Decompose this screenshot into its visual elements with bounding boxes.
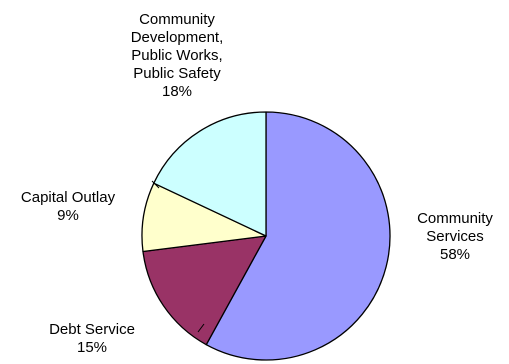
slice-label-community-development-public-works-public-safety: Community Development, Public Works, Public…	[131, 11, 224, 100]
slice-percent-label: 15%	[77, 339, 107, 356]
slice-label-capital-outlay: Capital Outlay 9%	[21, 189, 116, 224]
pie-slice-community-development-public-works-public-safety	[153, 111, 267, 237]
slice-label-debt-service: Debt Service 15%	[49, 321, 135, 356]
pie-slices	[141, 111, 391, 361]
slice-percent-label: 18%	[162, 83, 192, 100]
slice-percent-label: 9%	[57, 207, 79, 224]
slice-name-line: Services	[426, 228, 484, 245]
leader-line-capital-outlay	[151, 180, 160, 189]
leader-lines	[151, 180, 205, 333]
slice-name-line: Development,	[131, 29, 224, 46]
pie-slice-community-services	[205, 111, 391, 361]
slice-name-line: Public Safety	[133, 65, 221, 82]
leader-line-debt-service	[197, 323, 205, 333]
pie-slice-debt-service	[142, 235, 267, 346]
slice-labels: Community Services 58%Debt Service 15%Capit…	[21, 11, 494, 356]
slice-name-line: Community	[139, 11, 215, 28]
slice-name-line: Debt Service	[49, 321, 135, 338]
slice-name-line: Capital Outlay	[21, 189, 116, 206]
slice-label-community-services: Community Services 58%	[417, 210, 493, 263]
slice-name-line: Public Works,	[131, 47, 222, 64]
slice-name-line: Community	[417, 210, 493, 227]
slice-percent-label: 58%	[440, 246, 470, 263]
